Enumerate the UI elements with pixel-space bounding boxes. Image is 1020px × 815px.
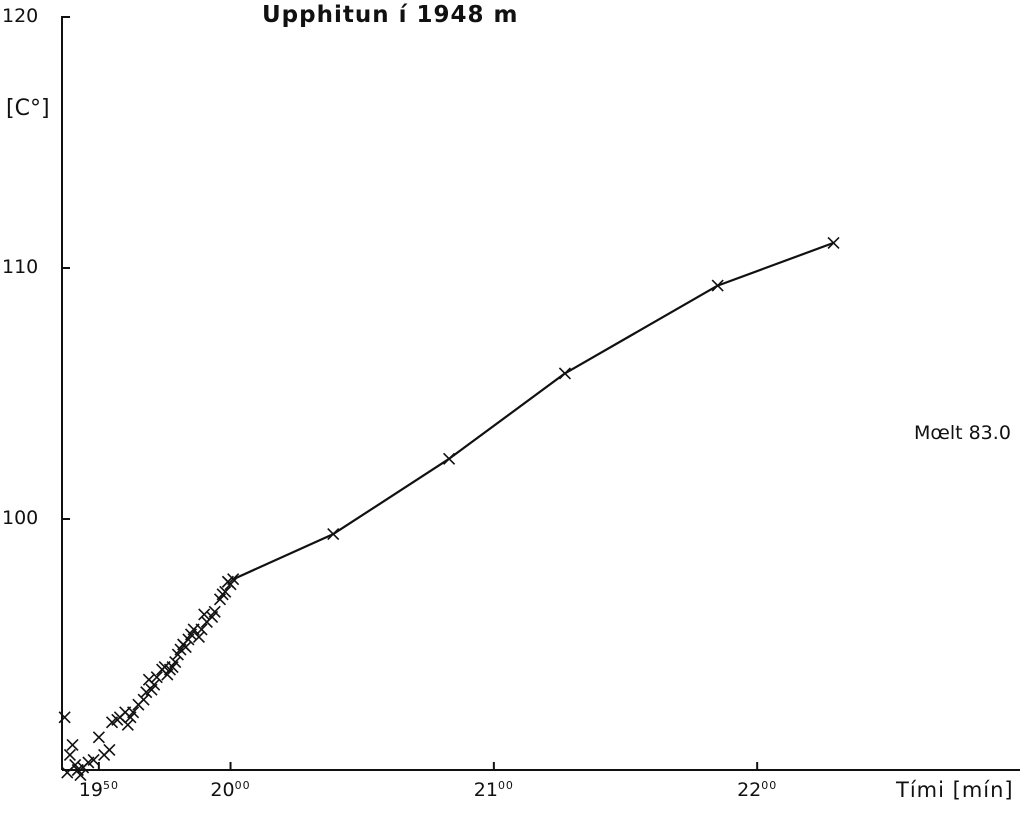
data-point-x-mark [92, 731, 105, 744]
series-line-group [232, 241, 834, 581]
data-point-x-mark [443, 452, 456, 465]
chart-title: Upphitun í 1948 m [262, 2, 519, 28]
data-point-x-mark [192, 630, 205, 644]
x-tick-minute: 00 [761, 779, 778, 792]
y-tick-label: 100 [2, 507, 39, 529]
data-point-x-mark [121, 718, 134, 731]
data-point-x-mark [227, 573, 240, 586]
data-points [58, 236, 840, 782]
data-point-x-mark [58, 711, 71, 724]
x-tick-minute: 00 [234, 779, 251, 792]
x-axis-label: Tími [mín] [896, 778, 1014, 802]
data-point-x-mark [558, 367, 572, 380]
data-point-x-mark [827, 236, 840, 249]
data-point-x-mark [87, 753, 100, 767]
data-point-x-mark [150, 671, 163, 684]
data-point-x-mark [66, 738, 79, 751]
x-tick-label: 2000 [210, 779, 250, 801]
data-point-x-mark [74, 768, 87, 782]
measured-annotation: Mœlt 83.0 [914, 422, 1011, 444]
x-tick-hour: 21 [473, 779, 498, 801]
data-point-x-mark [179, 640, 192, 654]
data-point-x-mark [103, 743, 116, 756]
y-axis-label: [C°] [6, 96, 50, 121]
data-point-x-mark [219, 585, 232, 598]
data-point-x-mark [137, 693, 150, 706]
data-point-x-mark [127, 706, 140, 719]
x-tick-hour: 22 [737, 779, 762, 801]
x-tick-label: 2200 [737, 779, 777, 801]
x-tick-hour: 20 [210, 779, 235, 801]
x-tick-hour: 19 [78, 779, 103, 801]
axes [61, 17, 1020, 771]
y-tick-marks [61, 16, 70, 520]
data-point-x-mark [195, 623, 208, 636]
data-point-x-mark [198, 608, 211, 621]
y-tick-label: 120 [2, 5, 39, 27]
data-point-x-mark [711, 279, 724, 292]
data-point-x-mark [169, 656, 182, 669]
series-line [232, 241, 834, 581]
x-tick-minute: 00 [497, 779, 514, 792]
x-tick-minute: 50 [102, 779, 119, 792]
y-tick-label: 110 [2, 256, 39, 278]
data-point-x-mark [327, 527, 340, 541]
data-point-x-mark [63, 748, 76, 762]
x-tick-label: 1950 [79, 779, 119, 801]
data-point-x-mark [148, 678, 161, 691]
data-point-x-mark [208, 605, 221, 618]
x-tick-label: 2100 [474, 779, 514, 801]
x-tick-marks [97, 762, 759, 770]
